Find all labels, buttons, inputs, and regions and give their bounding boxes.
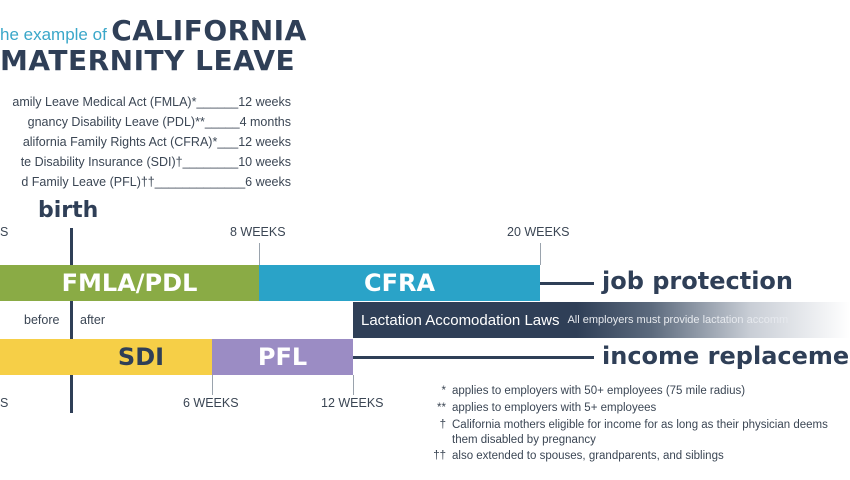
tick-top-left: S: [0, 225, 9, 239]
title-maternity-leave: MATERNITY LEAVE: [0, 44, 296, 77]
page-title-line1: he example of CALIFORNIA: [0, 14, 306, 47]
law-duration: 4 months: [239, 115, 291, 129]
birth-line: [70, 228, 73, 413]
before-label: before: [24, 313, 60, 327]
footnote-mark: ††: [433, 450, 446, 462]
footnote-text: also extended to spouses, grandparents, …: [452, 450, 724, 462]
footnote-text: California mothers eligible for income f…: [452, 419, 828, 446]
law-leader: _____: [204, 115, 240, 129]
income-replacement-label: income replaceme: [602, 342, 850, 370]
lactation-bar: Lactation Accomodation Laws All employer…: [353, 302, 850, 338]
lactation-label: Lactation Accomodation Laws: [361, 311, 560, 329]
footnote-mark: **: [437, 402, 446, 414]
sdi-label: SDI: [117, 343, 165, 371]
cfra-bar: CFRA: [259, 265, 540, 301]
income-connector: [353, 356, 594, 359]
pfl-bar: PFL: [212, 339, 353, 375]
birth-label: birth: [38, 198, 99, 223]
footnote-mark: *: [441, 385, 446, 397]
fmla-pdl-bar: FMLA/PDL: [0, 265, 259, 301]
pfl-label: PFL: [257, 343, 308, 371]
footnote-mark: †: [439, 419, 446, 431]
job-protection-label: job protection: [602, 267, 794, 295]
tick-6-weeks: 6 WEEKS: [183, 396, 239, 410]
law-leader: ________: [182, 155, 239, 169]
tick-12-weeks-line: [353, 375, 354, 395]
tick-20-weeks: 20 WEEKS: [507, 225, 570, 239]
law-leader: _____________: [154, 175, 246, 189]
law-row-fmla: amily Leave Medical Act (FMLA)* ______ 1…: [0, 89, 291, 109]
law-name: te Disability Insurance (SDI)†: [20, 155, 183, 169]
law-row-pdl: gnancy Disability Leave (PDL)** _____ 4 …: [0, 109, 291, 129]
tick-20-weeks-line: [540, 243, 541, 265]
footnote-text: applies to employers with 5+ employees: [452, 402, 657, 414]
cfra-label: CFRA: [363, 269, 436, 297]
law-row-cfra: alifornia Family Rights Act (CFRA)* ___ …: [0, 129, 291, 149]
law-name: amily Leave Medical Act (FMLA)*: [12, 95, 197, 109]
lactation-note: All employers must provide lactation acc…: [567, 314, 789, 326]
footnote-text: applies to employers with 50+ employees …: [452, 385, 746, 397]
sdi-bar-before: [0, 339, 70, 375]
tick-8-weeks: 8 WEEKS: [230, 225, 286, 239]
law-leader: ______: [196, 95, 239, 109]
page-title-line2: MATERNITY LEAVE: [0, 44, 296, 77]
law-row-pfl: d Family Leave (PFL)†† _____________ 6 w…: [0, 169, 291, 189]
after-label: after: [80, 313, 106, 327]
tick-12-weeks: 12 WEEKS: [321, 396, 384, 410]
tick-bottom-left: S: [0, 396, 9, 410]
tick-6-weeks-line: [212, 375, 213, 395]
law-duration: 12 weeks: [238, 135, 291, 149]
job-protection-connector: [540, 282, 594, 285]
title-california: CALIFORNIA: [111, 14, 307, 47]
law-name: alifornia Family Rights Act (CFRA)*: [22, 135, 218, 149]
law-duration: 10 weeks: [238, 155, 291, 169]
law-duration: 6 weeks: [245, 175, 291, 189]
law-name: gnancy Disability Leave (PDL)**: [27, 115, 205, 129]
law-name: d Family Leave (PFL)††: [21, 175, 155, 189]
law-leader: ___: [217, 135, 239, 149]
law-row-sdi: te Disability Insurance (SDI)† ________ …: [0, 149, 291, 169]
sdi-bar: SDI: [70, 339, 212, 375]
tick-8-weeks-line: [259, 243, 260, 265]
fmla-pdl-label: FMLA/PDL: [61, 269, 198, 297]
law-duration: 12 weeks: [238, 95, 291, 109]
title-prefix: he example of: [0, 25, 107, 44]
